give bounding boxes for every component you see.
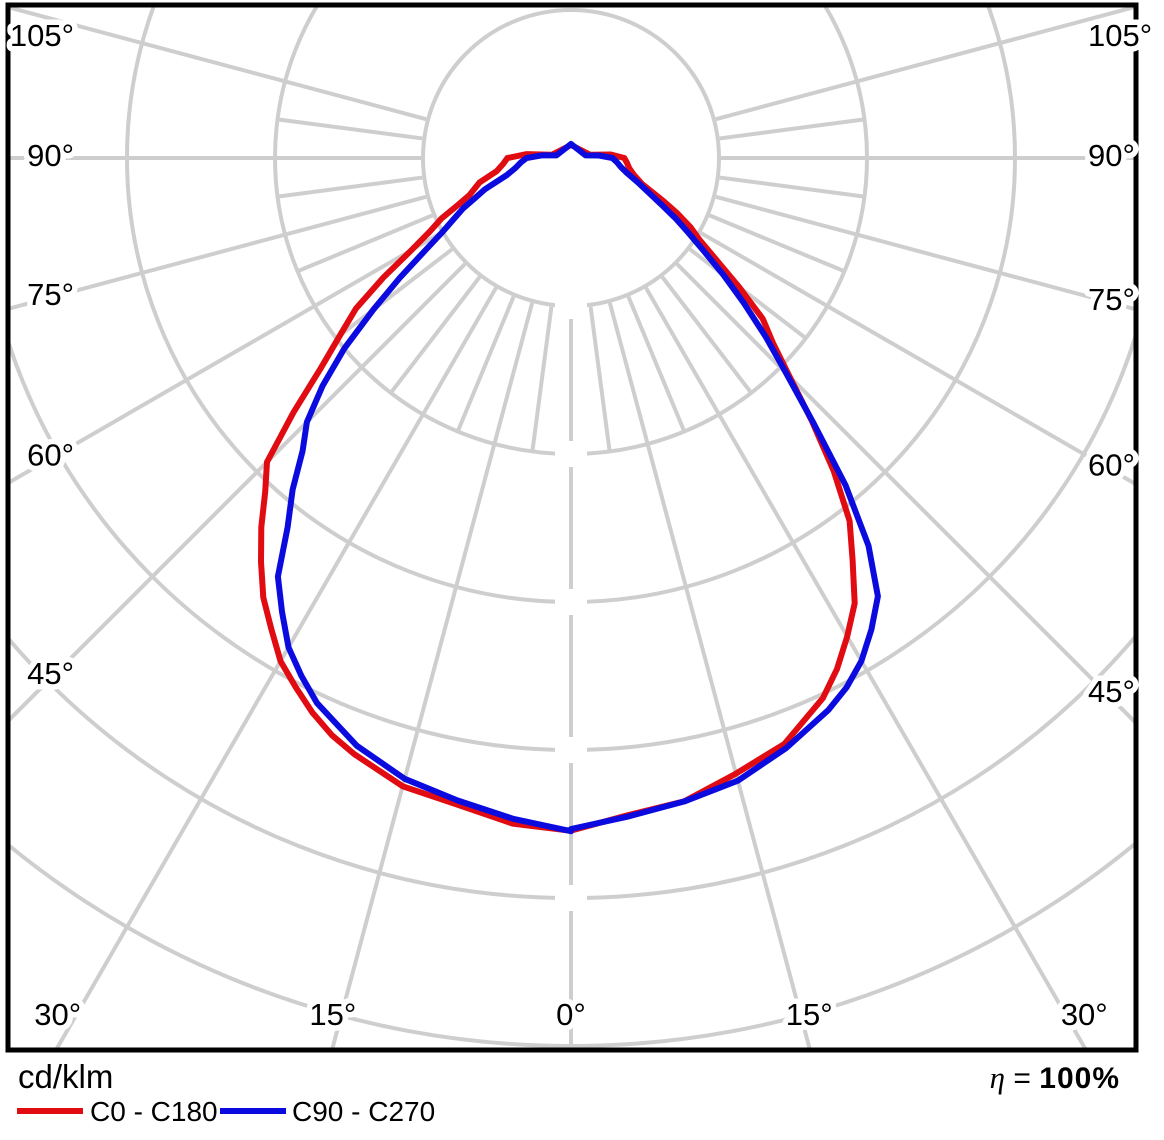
ring-circle	[421, 8, 721, 308]
angle-label: 90°	[27, 138, 74, 173]
angle-label: 90°	[1088, 138, 1135, 173]
gamma-ray-minor	[688, 247, 808, 340]
gamma-ray-major	[10, 231, 443, 484]
gamma-ray-major	[10, 262, 467, 722]
angle-label: 15°	[309, 997, 356, 1032]
angle-label: 75°	[27, 277, 74, 312]
gamma-ray-minor	[719, 117, 865, 141]
polar-chart: 105° 105° 90° 90° 75° 75° 60° 60° 45° 45° 30° 15° 0°…	[5, 2, 1153, 1053]
gamma-ray-minor	[588, 306, 612, 452]
gamma-ray-major	[644, 286, 1087, 1048]
gamma-ray-minor	[626, 295, 687, 433]
gamma-ray-minor	[296, 213, 434, 274]
eta-equals: =	[1013, 1062, 1031, 1095]
ring-circle	[10, 335, 1134, 752]
ring-value-gap	[555, 885, 587, 911]
ring-value-gap	[555, 293, 587, 319]
chart-border	[5, 2, 1139, 1053]
angle-label: 0°	[556, 997, 586, 1032]
ring-value-gap	[555, 737, 587, 763]
gamma-ray-minor	[455, 295, 516, 433]
legend-label-c90-c270: C90 - C270	[292, 1096, 436, 1127]
angle-label: 45°	[27, 656, 74, 691]
unit-label: cd/klm	[18, 1058, 114, 1095]
gamma-ray-minor	[277, 175, 423, 199]
angle-label: 30°	[34, 997, 81, 1032]
gamma-ray-major	[10, 7, 427, 122]
legend-swatch-c0-c180	[17, 1108, 83, 1114]
gamma-ray-minor	[708, 213, 846, 274]
gamma-ray-minor	[660, 275, 753, 395]
eta-value: 100%	[1039, 1062, 1120, 1095]
gamma-ray-minor	[334, 247, 454, 340]
gamma-ray-minor	[719, 175, 865, 199]
ring-value-gap	[555, 589, 587, 615]
gamma-ray-major	[330, 302, 535, 1048]
legend-swatch-c90-c270	[220, 1108, 286, 1114]
curve-c90-c270	[274, 141, 881, 835]
angle-label: 105°	[1088, 18, 1152, 53]
ring-value-gap	[555, 441, 587, 467]
angle-label: 45°	[1088, 674, 1135, 709]
angle-label: 60°	[27, 437, 74, 472]
angle-label: 60°	[1088, 448, 1135, 483]
polar-grid	[10, 7, 1134, 1048]
gamma-ray-major	[699, 231, 1134, 486]
angle-label: 30°	[1061, 997, 1108, 1032]
legend-label-c0-c180: C0 - C180	[90, 1096, 218, 1127]
efficiency-readout: η = 100%	[990, 1060, 1120, 1096]
gamma-ray-major	[715, 194, 1134, 311]
angle-label: 15°	[786, 997, 833, 1032]
gamma-ray-minor	[389, 275, 482, 395]
gamma-ray-minor	[277, 117, 423, 141]
gamma-ray-major	[607, 302, 812, 1048]
eta-symbol: η	[989, 1060, 1006, 1095]
angle-label: 75°	[1088, 282, 1135, 317]
gamma-ray-major	[55, 286, 498, 1048]
gamma-ray-major	[675, 262, 1134, 724]
gamma-ray-major	[715, 7, 1134, 122]
gamma-ray-major	[10, 194, 427, 311]
angle-label: 105°	[10, 18, 74, 53]
gamma-ray-minor	[530, 306, 554, 452]
